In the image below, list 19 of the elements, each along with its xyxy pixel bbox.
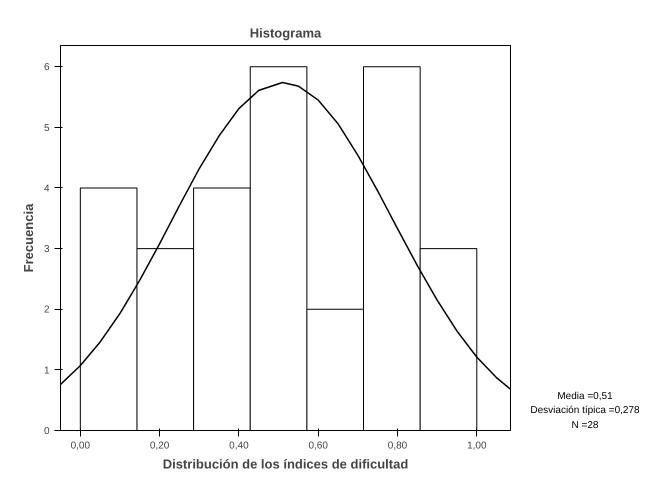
text: Desviación típica =0,278 (530, 405, 640, 416)
x-tick-label: 0,60 (308, 440, 328, 452)
chart-title: Histograma (250, 26, 322, 40)
y-axis-title: Frecuencia (20, 202, 36, 272)
x-tick-label: 0,40 (229, 440, 250, 452)
text: Media =0,51 (557, 391, 613, 402)
y-tick-label: 4 (44, 183, 50, 194)
y-tick-label: 1 (44, 365, 50, 376)
x-tick-label: 0,80 (388, 440, 408, 452)
x-tick-label: 1,00 (467, 440, 487, 452)
y-tick-label: 3 (44, 244, 50, 256)
x-tick-label: 0,20 (150, 440, 170, 452)
y-tick-label: 6 (44, 62, 50, 74)
text: N =28 (572, 420, 598, 431)
x-axis-title: Distribución de los índices de dificultad (162, 456, 408, 472)
y-tick-label: 0 (44, 426, 50, 437)
y-tick-label: 2 (44, 304, 50, 316)
x-tick-label: 0,00 (70, 440, 90, 452)
y-tick-label: 5 (44, 122, 50, 134)
